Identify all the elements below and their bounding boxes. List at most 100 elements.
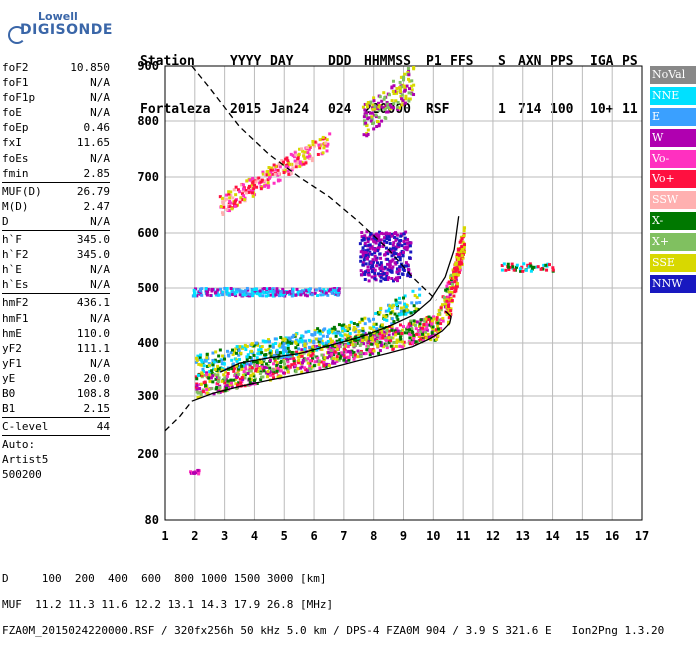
echo-point [206, 364, 210, 368]
echo-point [258, 345, 262, 349]
echo-point [386, 267, 390, 271]
echo-point [229, 292, 233, 296]
param-row: C-level 44 [2, 419, 110, 434]
echo-point [408, 328, 412, 332]
echo-point [238, 345, 242, 349]
echo-point [305, 369, 309, 373]
echo-point [236, 188, 240, 192]
echo-point [389, 311, 393, 315]
echo-point [238, 365, 242, 369]
echo-point [382, 242, 386, 246]
echo-point [431, 328, 435, 332]
echo-point [454, 284, 458, 288]
echo-point [250, 191, 254, 195]
echo-point [210, 369, 214, 373]
echo-point [377, 312, 381, 316]
echo-point [211, 363, 215, 367]
echo-point [297, 152, 301, 156]
echo-point [313, 329, 317, 333]
echo-point [453, 263, 457, 267]
echo-point [367, 339, 371, 343]
echo-point [397, 331, 401, 335]
echo-point [352, 357, 356, 361]
echo-point [364, 352, 368, 356]
legend-item: NoVal [650, 66, 696, 84]
echo-point [416, 307, 420, 311]
echo-point [457, 262, 461, 266]
echo-point [424, 319, 428, 323]
legend-item: Vo- [650, 149, 696, 168]
param-row: fxI 11.65 [2, 135, 110, 150]
echo-point [296, 355, 300, 359]
echo-point [265, 173, 269, 177]
echo-point [407, 324, 411, 328]
echo-point [399, 90, 403, 94]
echo-point [462, 229, 466, 233]
echo-point [269, 167, 273, 171]
echo-point [347, 350, 351, 354]
echo-point [363, 338, 367, 342]
echo-point [203, 359, 207, 363]
param-label: h`Es [2, 278, 29, 292]
echo-point [542, 263, 546, 267]
echo-point [316, 327, 320, 331]
echo-point [500, 264, 504, 268]
echo-point [396, 318, 400, 322]
echo-point [255, 177, 259, 181]
echo-point [408, 256, 412, 260]
echo-point [371, 264, 375, 268]
echo-point [409, 319, 413, 323]
echo-point [368, 349, 372, 353]
echo-point [260, 363, 264, 367]
echo-point [205, 352, 209, 356]
echo-point [223, 376, 227, 380]
echo-point [252, 187, 256, 191]
echo-point [361, 246, 365, 250]
echo-point [311, 156, 315, 160]
echo-point [387, 333, 391, 337]
echo-point [287, 336, 291, 340]
param-row: foE N/A [2, 105, 110, 120]
echo-point [392, 249, 396, 253]
echo-point [307, 338, 311, 342]
echo-point [403, 72, 407, 76]
echo-point [376, 310, 380, 314]
echo-point [288, 289, 292, 293]
echo-point [436, 327, 440, 331]
echo-point [536, 265, 540, 269]
echo-point [293, 351, 297, 355]
echo-point [337, 288, 341, 292]
echo-point [401, 328, 405, 332]
echo-point [294, 162, 298, 166]
echo-point [399, 306, 403, 310]
echo-point [220, 196, 224, 200]
echo-point [364, 270, 368, 274]
echo-point [262, 291, 266, 295]
echo-point [236, 383, 240, 387]
echo-point [247, 377, 251, 381]
echo-point [429, 317, 433, 321]
echo-point [289, 292, 293, 296]
echo-point [264, 355, 268, 359]
param-row: Artist5 [2, 452, 110, 467]
echo-point [378, 266, 382, 270]
echo-point [195, 382, 199, 386]
echo-point [388, 265, 392, 269]
echo-point [254, 367, 258, 371]
echo-point [340, 324, 344, 328]
echo-point [229, 201, 233, 205]
echo-point [303, 366, 307, 370]
echo-point [389, 339, 393, 343]
echo-point [360, 317, 364, 321]
echo-point [222, 205, 226, 209]
echo-point [393, 277, 397, 281]
echo-point [343, 329, 347, 333]
echo-point [282, 171, 286, 175]
echo-point [393, 89, 397, 93]
echo-point [292, 155, 296, 159]
echo-point [221, 354, 225, 358]
echo-point [335, 339, 339, 343]
echo-point [352, 353, 356, 357]
echo-point [297, 340, 301, 344]
echo-point [404, 230, 408, 234]
